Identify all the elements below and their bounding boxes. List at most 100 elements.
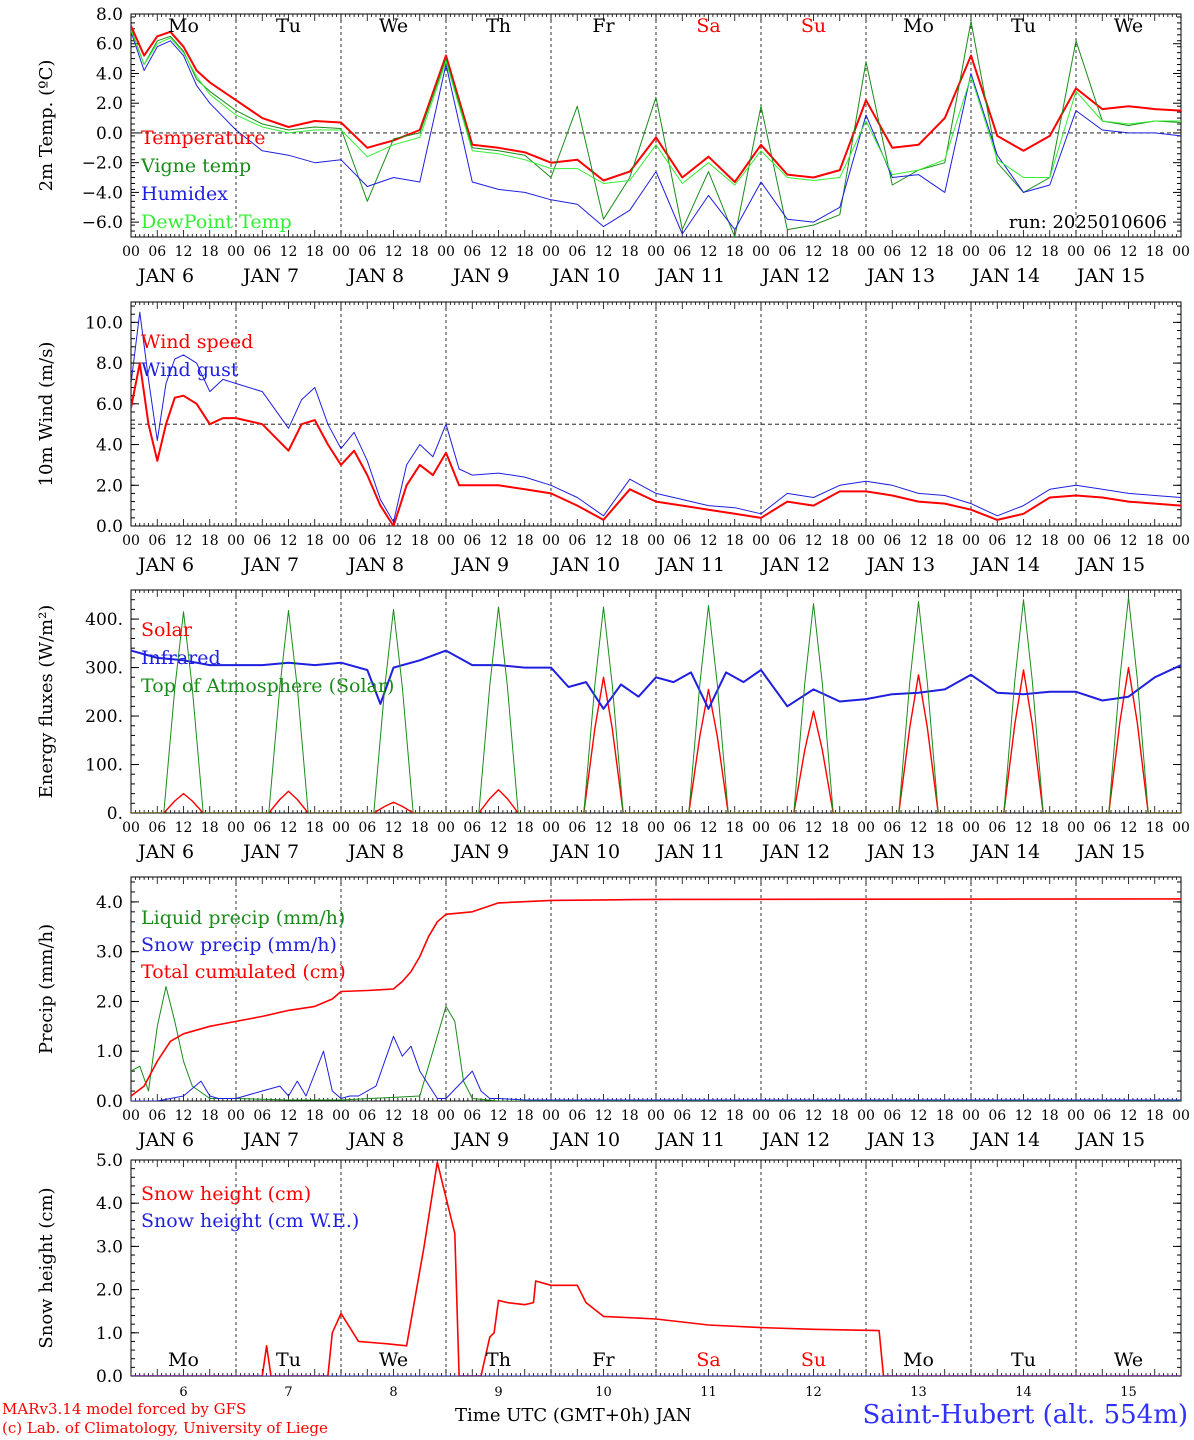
y-tick-label: −4.0 — [82, 183, 123, 203]
weekday-label: We — [1114, 1349, 1143, 1371]
hour-label: 18 — [1041, 1108, 1059, 1124]
date-label: JAN 15 — [1075, 554, 1145, 576]
y-tick-label: 2.0 — [96, 94, 123, 114]
hour-label: 18 — [516, 244, 534, 260]
panel-1: 8.0 6.0 4.0 2.0 0.0 −2.0 −4.0 −6.0 2m Temp. (ºC)… — [36, 5, 1190, 287]
date-label: JAN 12 — [760, 841, 830, 863]
hour-label: 12 — [700, 244, 718, 260]
hour-label: 00 — [227, 533, 245, 549]
weekday-label: Fr — [592, 1349, 615, 1371]
hour-label: 12 — [700, 533, 718, 549]
date-label: JAN 8 — [346, 1129, 404, 1151]
legend-entry: Humidex — [141, 183, 228, 205]
hour-label: 00 — [227, 1108, 245, 1124]
station-name: Saint-Hubert (alt. 554m) — [862, 1400, 1188, 1430]
date-label: JAN 10 — [550, 1129, 620, 1151]
hour-label: 06 — [673, 820, 691, 836]
date-label: JAN 6 — [136, 554, 194, 576]
series-line-total-cumulated-cm- — [131, 898, 1181, 1097]
hour-label: 18 — [306, 533, 324, 549]
hour-label: 00 — [122, 1108, 140, 1124]
y-axis-label: 10m Wind (m/s) — [36, 342, 57, 487]
hour-label: 12 — [490, 533, 508, 549]
hour-label: 12 — [1120, 820, 1138, 836]
hour-label: 00 — [332, 244, 350, 260]
y-tick-label: 0.0 — [96, 1367, 123, 1387]
hour-label: 12 — [385, 820, 403, 836]
date-label: JAN 12 — [760, 265, 830, 287]
day-number-label: 14 — [1015, 1385, 1032, 1400]
hour-label: 12 — [1015, 1108, 1033, 1124]
hour-label: 18 — [516, 820, 534, 836]
day-number-label: 6 — [179, 1385, 187, 1400]
weekday-label: We — [379, 15, 408, 37]
hour-label: 00 — [752, 533, 770, 549]
legend-entry: Wind speed — [141, 331, 253, 353]
date-label: JAN 10 — [550, 265, 620, 287]
legend-entry: Total cumulated (cm) — [141, 961, 346, 983]
hour-label: 18 — [936, 1108, 954, 1124]
day-number-label: 7 — [284, 1385, 292, 1400]
weekday-label: Tu — [1011, 1349, 1036, 1371]
y-tick-label: 2.0 — [96, 992, 123, 1012]
hour-label: 18 — [1041, 533, 1059, 549]
y-tick-label: 3.0 — [96, 1237, 123, 1257]
date-label: JAN 14 — [970, 841, 1040, 863]
weekday-label: Su — [801, 15, 826, 37]
hour-label: 00 — [1172, 1108, 1190, 1124]
y-tick-label: 0.0 — [96, 1092, 123, 1112]
y-tick-label: 6.0 — [96, 35, 123, 55]
weekday-label: Mo — [903, 1349, 934, 1371]
hour-label: 18 — [1146, 244, 1164, 260]
hour-label: 00 — [1172, 820, 1190, 836]
weekday-label: Fr — [592, 15, 615, 37]
hour-label: 18 — [726, 1108, 744, 1124]
legend-entry: Vigne temp — [140, 155, 251, 177]
weekday-label: We — [379, 1349, 408, 1371]
weekday-label: Mo — [168, 1349, 199, 1371]
series-group — [131, 898, 1181, 1101]
hour-label: 00 — [1067, 820, 1085, 836]
date-label: JAN 11 — [655, 841, 725, 863]
date-label: JAN 15 — [1075, 265, 1145, 287]
hour-label: 06 — [1093, 533, 1111, 549]
hour-label: 00 — [437, 244, 455, 260]
hour-label: 06 — [988, 1108, 1006, 1124]
hour-label: 18 — [831, 820, 849, 836]
hour-label: 06 — [568, 1108, 586, 1124]
hour-label: 12 — [1015, 244, 1033, 260]
y-tick-label: 4.0 — [96, 893, 123, 913]
date-label: JAN 8 — [346, 554, 404, 576]
y-tick-label: 6.0 — [96, 395, 123, 415]
date-label: JAN 15 — [1075, 841, 1145, 863]
hour-label: 18 — [726, 820, 744, 836]
date-label: JAN 12 — [760, 554, 830, 576]
day-number-label: 9 — [494, 1385, 502, 1400]
y-tick-label: 3.0 — [96, 943, 123, 963]
hour-label: 06 — [358, 1108, 376, 1124]
y-tick-label: 100. — [85, 756, 123, 776]
date-label: JAN 15 — [1075, 1129, 1145, 1151]
series-line-solar — [131, 666, 1181, 813]
hour-label: 12 — [490, 1108, 508, 1124]
legend-entry: Infrared — [141, 647, 221, 669]
hour-label: 06 — [463, 533, 481, 549]
weekday-label: Tu — [1011, 15, 1036, 37]
hour-label: 12 — [805, 244, 823, 260]
hour-label: 06 — [778, 244, 796, 260]
y-tick-label: −6.0 — [82, 213, 123, 233]
hour-label: 00 — [1067, 533, 1085, 549]
hour-label: 12 — [700, 820, 718, 836]
series-group — [131, 1161, 1181, 1376]
hour-label: 18 — [1146, 533, 1164, 549]
hour-label: 00 — [122, 533, 140, 549]
hour-label: 00 — [857, 533, 875, 549]
hour-label: 12 — [1120, 244, 1138, 260]
legend-entry: Snow precip (mm/h) — [141, 934, 337, 956]
hour-label: 06 — [988, 244, 1006, 260]
hour-label: 18 — [831, 533, 849, 549]
weekday-label: Th — [486, 1349, 511, 1371]
weekday-label: Tu — [276, 1349, 301, 1371]
hour-label: 12 — [805, 1108, 823, 1124]
series-line-temperature — [131, 25, 1181, 183]
